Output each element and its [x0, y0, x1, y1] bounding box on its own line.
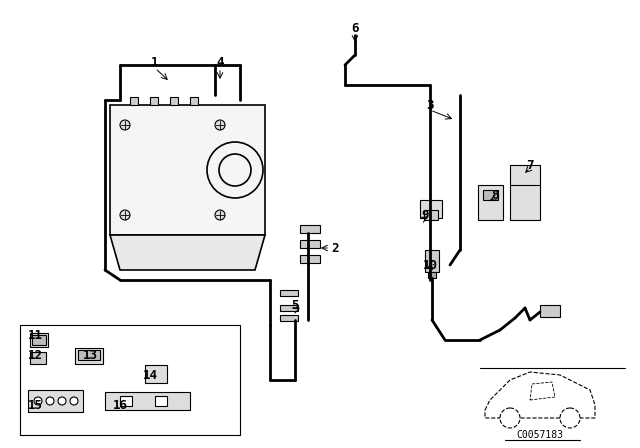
Bar [145, 365, 167, 383]
Text: 5: 5 [291, 298, 299, 311]
Circle shape [215, 120, 225, 130]
Text: 2: 2 [332, 241, 339, 254]
Circle shape [215, 210, 225, 220]
Text: 1: 1 [151, 56, 159, 69]
Bar [300, 225, 320, 233]
Bar [425, 250, 439, 272]
Text: 11: 11 [28, 328, 42, 341]
Text: 8: 8 [492, 189, 499, 202]
Text: 12: 12 [28, 349, 42, 362]
Text: 13: 13 [83, 349, 97, 362]
Bar [150, 97, 158, 105]
Bar [300, 255, 320, 263]
Bar [30, 352, 46, 364]
Text: 6: 6 [351, 22, 359, 34]
Bar [428, 272, 436, 278]
Bar [105, 392, 190, 410]
Bar [78, 350, 100, 360]
Circle shape [120, 210, 130, 220]
Bar [478, 185, 503, 220]
Bar [424, 210, 438, 220]
Text: 3: 3 [426, 99, 434, 112]
Bar [280, 315, 298, 321]
Bar [155, 396, 167, 406]
Text: 14: 14 [143, 369, 157, 382]
Bar [170, 97, 178, 105]
Circle shape [70, 397, 78, 405]
Bar [420, 200, 442, 218]
Bar [280, 290, 298, 296]
Text: 16: 16 [113, 399, 127, 412]
Bar [28, 390, 83, 412]
Bar [20, 325, 240, 435]
Circle shape [34, 397, 42, 405]
Circle shape [46, 397, 54, 405]
Bar [30, 333, 48, 347]
Bar [280, 305, 298, 311]
Circle shape [120, 120, 130, 130]
Text: C0057183: C0057183 [516, 430, 563, 440]
Polygon shape [110, 235, 265, 270]
Bar [483, 190, 498, 200]
Bar [110, 105, 265, 235]
Text: 9: 9 [421, 208, 429, 221]
Text: 15: 15 [28, 399, 42, 412]
Text: 7: 7 [526, 159, 534, 172]
Bar [190, 97, 198, 105]
Bar [300, 240, 320, 248]
Text: 10: 10 [422, 258, 438, 271]
Text: 4: 4 [216, 56, 224, 69]
Bar [120, 396, 132, 406]
Bar [130, 97, 138, 105]
Bar [32, 335, 46, 345]
Circle shape [58, 397, 66, 405]
Bar [540, 305, 560, 317]
Bar [510, 165, 540, 220]
Bar [75, 348, 103, 364]
Circle shape [560, 408, 580, 428]
Circle shape [500, 408, 520, 428]
